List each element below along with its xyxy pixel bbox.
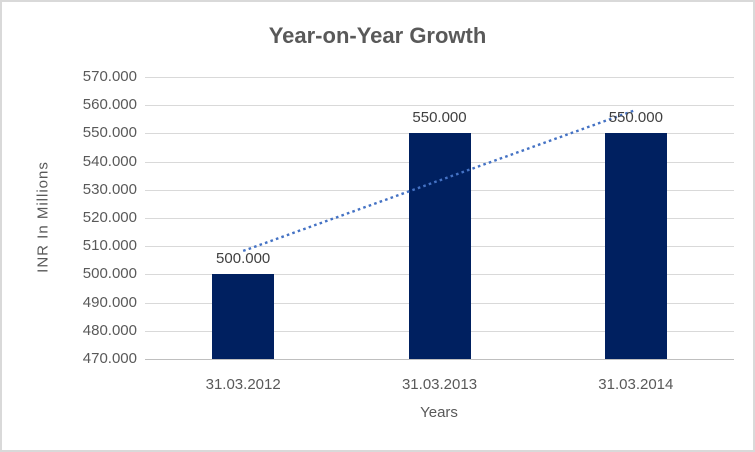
data-label: 550.000 (412, 109, 467, 127)
y-gridline (145, 105, 734, 107)
y-tick-label: 560.000 (82, 96, 137, 114)
bar (212, 274, 275, 359)
y-tick-label: 540.000 (82, 152, 137, 170)
x-axis-line (145, 359, 734, 360)
x-tick-label: 31.03.2013 (401, 376, 478, 393)
x-tick-label: 31.03.2012 (205, 376, 281, 393)
y-tick-label: 530.000 (82, 180, 137, 198)
y-tick-label: 470.000 (82, 350, 137, 367)
y-gridline (145, 77, 734, 78)
y-tick-label: 510.000 (82, 237, 137, 255)
x-axis-title: Years (420, 404, 458, 421)
y-tick-label: 480.000 (82, 321, 137, 339)
y-tick-label: 490.000 (82, 293, 137, 311)
y-tick-label: 550.000 (82, 124, 137, 142)
bar (408, 133, 471, 359)
chart-title: Year-on-Year Growth (268, 23, 487, 48)
y-tick-label: 570.000 (82, 68, 137, 85)
y-tick-label: 500.000 (82, 265, 137, 283)
x-tick-label: 31.03.2014 (598, 376, 674, 393)
bar (604, 133, 667, 359)
data-label: 550.000 (608, 109, 663, 127)
y-tick-label: 520.000 (82, 209, 137, 226)
data-label: 500.000 (216, 250, 271, 268)
